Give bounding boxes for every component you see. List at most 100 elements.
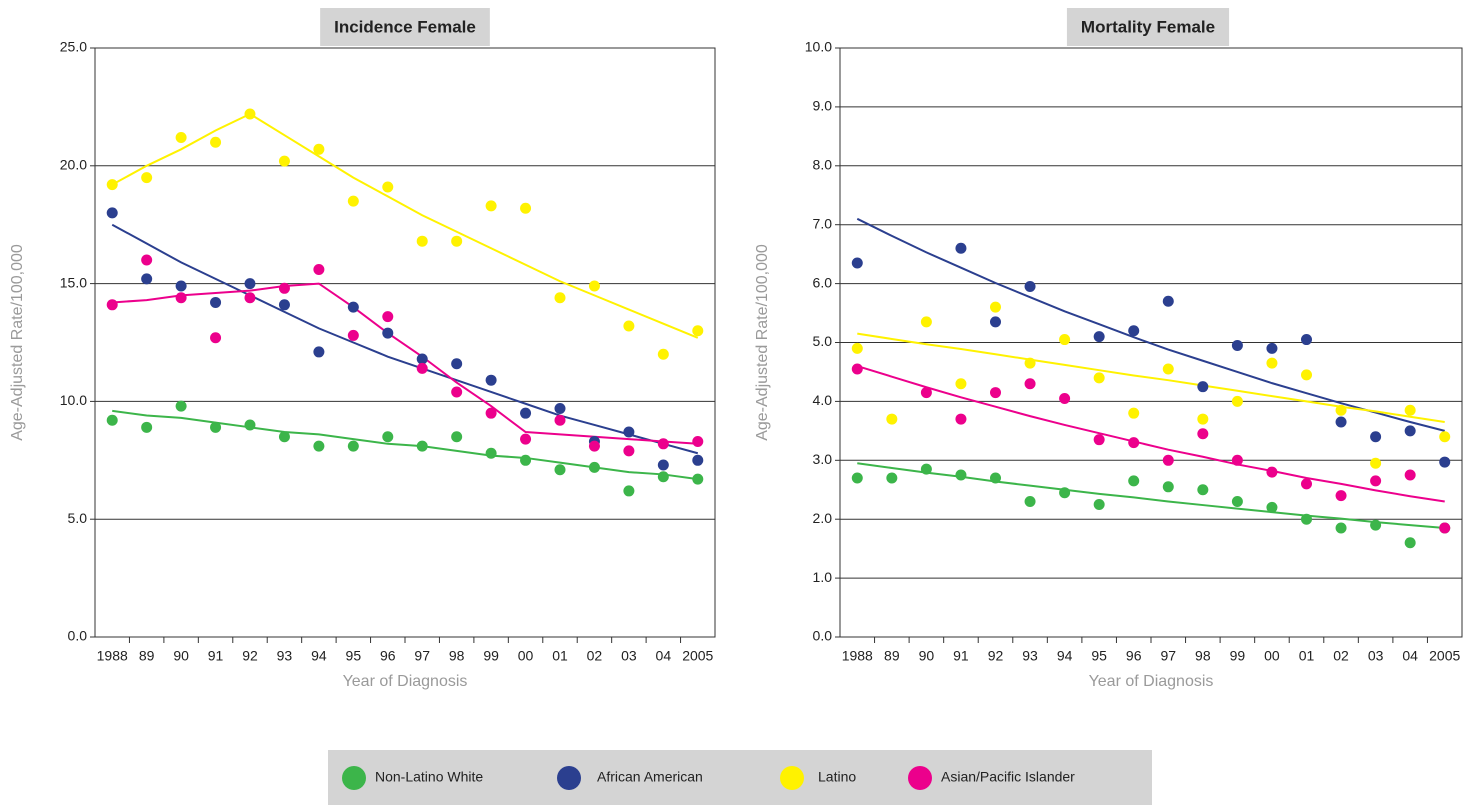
x-tick-label: 89 (884, 648, 900, 664)
point (1024, 496, 1036, 508)
point (1128, 437, 1140, 449)
x-tick-label: 92 (242, 648, 258, 664)
y-tick-label: 0.0 (813, 628, 833, 644)
y-tick-label: 5.0 (68, 510, 88, 526)
point (1266, 342, 1278, 354)
x-tick-label: 1988 (842, 648, 873, 664)
point (1093, 372, 1105, 384)
y-axis-label: Age-Adjusted Rate/100,000 (9, 244, 26, 441)
point (1128, 475, 1140, 487)
point (347, 329, 359, 341)
point (451, 235, 463, 247)
point (347, 440, 359, 452)
point (1128, 325, 1140, 337)
point (1059, 334, 1071, 346)
x-tick-label: 1988 (97, 648, 128, 664)
point (1024, 378, 1036, 390)
y-tick-label: 20.0 (60, 157, 87, 173)
point (1335, 522, 1347, 534)
legend-label: African American (597, 769, 703, 785)
point (244, 108, 256, 120)
x-axis-label: Year of Diagnosis (343, 673, 468, 690)
point (141, 254, 153, 266)
point (1231, 339, 1243, 351)
point (244, 419, 256, 431)
point (210, 332, 222, 344)
point (382, 431, 394, 443)
point (1266, 357, 1278, 369)
x-tick-label: 99 (1230, 648, 1246, 664)
y-tick-label: 4.0 (813, 392, 833, 408)
point (1335, 404, 1347, 416)
point (175, 400, 187, 412)
x-tick-label: 99 (483, 648, 499, 664)
y-tick-label: 2.0 (813, 510, 833, 526)
legend-label: Latino (818, 769, 856, 785)
point (244, 278, 256, 290)
point (1266, 501, 1278, 513)
y-tick-label: 7.0 (813, 215, 833, 231)
point (141, 421, 153, 433)
point (1301, 369, 1312, 381)
x-tick-label: 01 (1299, 648, 1315, 664)
point (623, 485, 635, 497)
point (485, 447, 497, 459)
point (851, 472, 863, 484)
point (278, 282, 290, 294)
point (175, 280, 187, 292)
point (1197, 484, 1209, 496)
point (1370, 431, 1382, 443)
y-tick-label: 0.0 (68, 628, 88, 644)
point (244, 292, 256, 304)
point (1162, 481, 1174, 493)
point (141, 172, 153, 184)
point (520, 433, 532, 445)
point (990, 301, 1001, 313)
x-tick-label: 97 (414, 648, 430, 664)
point (347, 301, 359, 313)
y-tick-label: 8.0 (813, 157, 833, 173)
x-tick-label: 92 (988, 648, 1004, 664)
point (1162, 295, 1174, 307)
x-tick-label: 94 (311, 648, 327, 664)
legend-swatch (557, 766, 581, 790)
x-tick-label: 96 (380, 648, 396, 664)
point (1162, 454, 1174, 466)
x-tick-label: 94 (1057, 648, 1073, 664)
point (1370, 457, 1382, 469)
point (416, 362, 428, 374)
point (955, 413, 967, 425)
x-tick-label: 97 (1160, 648, 1176, 664)
point (1024, 357, 1036, 369)
point (313, 143, 325, 155)
x-tick-label: 95 (346, 648, 362, 664)
x-tick-label: 03 (621, 648, 637, 664)
x-tick-label: 2005 (682, 648, 713, 664)
point (485, 374, 497, 386)
x-tick-label: 90 (919, 648, 935, 664)
point (382, 311, 394, 323)
x-tick-label: 2005 (1429, 648, 1460, 664)
point (175, 292, 187, 304)
chart-title: Mortality Female (1081, 17, 1215, 36)
y-tick-label: 10.0 (60, 392, 87, 408)
point (520, 407, 532, 419)
point (1439, 522, 1451, 534)
point (692, 435, 704, 447)
trend-line (111, 223, 699, 455)
x-tick-label: 00 (518, 648, 534, 664)
point (920, 463, 932, 475)
point (1335, 490, 1347, 502)
point (920, 387, 932, 399)
point (886, 472, 898, 484)
point (657, 471, 669, 483)
trend-line (856, 365, 1445, 503)
title-box (1066, 8, 1230, 46)
point (623, 445, 635, 457)
point (1231, 395, 1243, 407)
point (1197, 381, 1209, 393)
point (347, 195, 359, 207)
x-tick-label: 98 (1195, 648, 1211, 664)
point (451, 431, 463, 443)
x-tick-label: 95 (1091, 648, 1107, 664)
